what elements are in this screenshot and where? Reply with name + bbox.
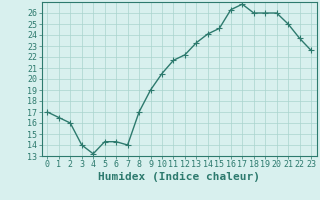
X-axis label: Humidex (Indice chaleur): Humidex (Indice chaleur) bbox=[98, 172, 260, 182]
